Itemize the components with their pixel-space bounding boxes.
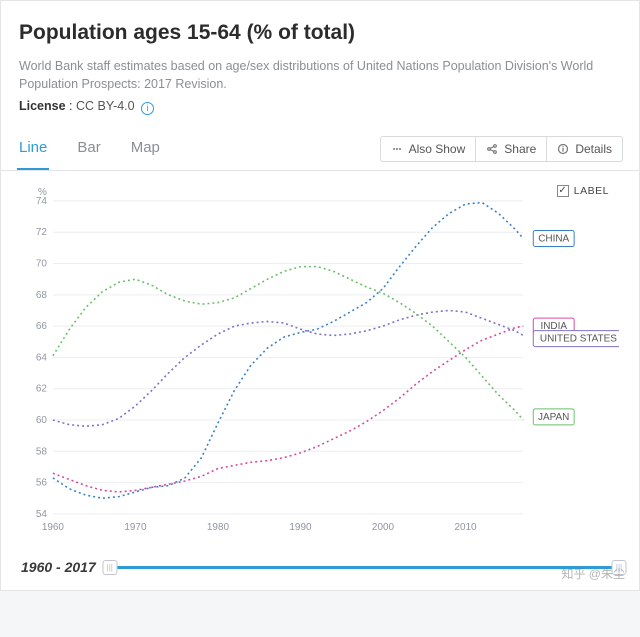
tab-bar[interactable]: Bar: [75, 129, 102, 170]
svg-text:%: %: [38, 187, 47, 198]
view-tabs: Line Bar Map: [17, 129, 162, 170]
details-icon: [557, 143, 569, 155]
svg-text:68: 68: [36, 290, 48, 301]
svg-text:72: 72: [36, 227, 48, 238]
time-range-row: 1960 - 2017 ||| |||: [17, 558, 623, 576]
tab-line[interactable]: Line: [17, 129, 49, 170]
svg-text:54: 54: [36, 509, 48, 520]
svg-text:1990: 1990: [289, 522, 312, 533]
license-value: CC BY-4.0: [76, 99, 135, 113]
time-range-slider[interactable]: ||| |||: [110, 558, 619, 576]
toolbar: Line Bar Map Also Show Share: [1, 129, 639, 171]
svg-text:2000: 2000: [372, 522, 395, 533]
svg-text:58: 58: [36, 446, 48, 457]
slider-handle-from[interactable]: |||: [102, 560, 117, 575]
svg-text:62: 62: [36, 383, 48, 394]
line-chart: 5456586062646668707274%19601970198019902…: [21, 181, 619, 540]
svg-text:56: 56: [36, 477, 48, 488]
menu-dots-icon: [391, 143, 403, 155]
svg-text:70: 70: [36, 258, 48, 269]
svg-text:CHINA: CHINA: [538, 233, 569, 244]
svg-text:64: 64: [36, 352, 48, 363]
svg-text:2010: 2010: [454, 522, 477, 533]
svg-text:1960: 1960: [42, 522, 65, 533]
chart-card: Population ages 15-64 (% of total) World…: [0, 0, 640, 591]
license-label: License: [19, 99, 66, 113]
page-subtitle: World Bank staff estimates based on age/…: [19, 57, 623, 93]
also-show-button[interactable]: Also Show: [380, 136, 477, 162]
also-show-label: Also Show: [409, 142, 466, 156]
svg-text:1980: 1980: [207, 522, 230, 533]
chart-area: ✓ LABEL 5456586062646668707274%196019701…: [17, 171, 623, 544]
page-title: Population ages 15-64 (% of total): [19, 21, 623, 45]
svg-text:1970: 1970: [124, 522, 147, 533]
share-button[interactable]: Share: [476, 136, 547, 162]
checkbox-icon: ✓: [557, 185, 569, 197]
svg-text:UNITED STATES: UNITED STATES: [540, 333, 617, 344]
svg-text:66: 66: [36, 321, 48, 332]
share-icon: [486, 143, 498, 155]
svg-text:60: 60: [36, 415, 48, 426]
action-buttons: Also Show Share Details: [380, 136, 623, 162]
watermark: 知乎 @朱尘: [561, 565, 625, 582]
time-range-label: 1960 - 2017: [21, 559, 96, 575]
details-button[interactable]: Details: [547, 136, 623, 162]
label-toggle-text: LABEL: [574, 185, 609, 197]
info-icon[interactable]: i: [141, 102, 154, 115]
details-label: Details: [575, 142, 612, 156]
tab-map[interactable]: Map: [129, 129, 162, 170]
slider-fill: [110, 566, 619, 569]
label-toggle[interactable]: ✓ LABEL: [557, 185, 609, 197]
license-row: License : CC BY-4.0 i: [19, 99, 623, 115]
svg-text:JAPAN: JAPAN: [538, 412, 569, 423]
share-label: Share: [504, 142, 536, 156]
